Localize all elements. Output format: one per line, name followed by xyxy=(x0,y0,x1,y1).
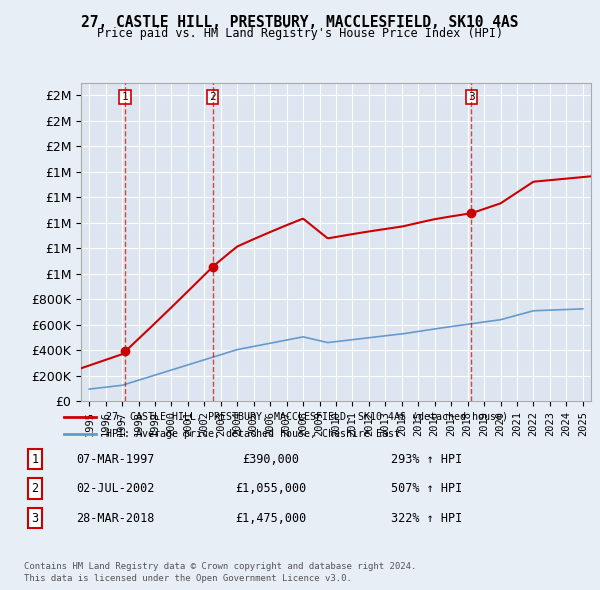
Text: 507% ↑ HPI: 507% ↑ HPI xyxy=(391,482,463,495)
Text: 27, CASTLE HILL, PRESTBURY, MACCLESFIELD, SK10 4AS (detached house): 27, CASTLE HILL, PRESTBURY, MACCLESFIELD… xyxy=(106,412,508,422)
Text: 28-MAR-2018: 28-MAR-2018 xyxy=(76,512,155,525)
Text: 02-JUL-2002: 02-JUL-2002 xyxy=(76,482,155,495)
Text: This data is licensed under the Open Government Licence v3.0.: This data is licensed under the Open Gov… xyxy=(24,574,352,583)
Text: 322% ↑ HPI: 322% ↑ HPI xyxy=(391,512,463,525)
Text: £1,055,000: £1,055,000 xyxy=(236,482,307,495)
Text: 293% ↑ HPI: 293% ↑ HPI xyxy=(391,453,463,466)
Text: 1: 1 xyxy=(31,453,38,466)
Text: 27, CASTLE HILL, PRESTBURY, MACCLESFIELD, SK10 4AS: 27, CASTLE HILL, PRESTBURY, MACCLESFIELD… xyxy=(81,15,519,30)
Text: £390,000: £390,000 xyxy=(242,453,300,466)
Text: 1: 1 xyxy=(122,92,128,102)
Text: £1,475,000: £1,475,000 xyxy=(236,512,307,525)
Text: 07-MAR-1997: 07-MAR-1997 xyxy=(76,453,155,466)
Text: Contains HM Land Registry data © Crown copyright and database right 2024.: Contains HM Land Registry data © Crown c… xyxy=(24,562,416,571)
Text: 2: 2 xyxy=(209,92,216,102)
Text: Price paid vs. HM Land Registry's House Price Index (HPI): Price paid vs. HM Land Registry's House … xyxy=(97,27,503,40)
Text: 2: 2 xyxy=(31,482,38,495)
Text: HPI: Average price, detached house, Cheshire East: HPI: Average price, detached house, Ches… xyxy=(106,429,400,439)
Text: 3: 3 xyxy=(31,512,38,525)
Text: 3: 3 xyxy=(468,92,475,102)
